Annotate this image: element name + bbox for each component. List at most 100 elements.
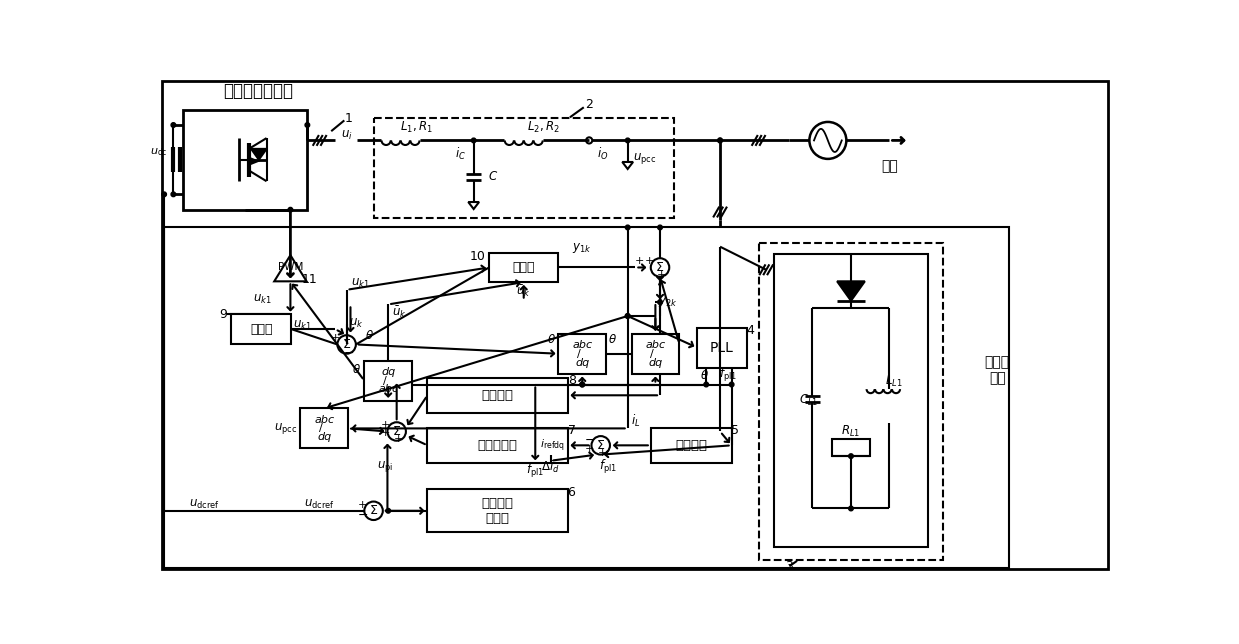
Text: +: + [394, 434, 403, 444]
Circle shape [626, 225, 629, 230]
Text: θ: θ [610, 334, 617, 346]
Text: 9: 9 [219, 308, 227, 321]
Text: $C_{L1}$: $C_{L1}$ [799, 393, 818, 408]
Text: $L_1,R_1$: $L_1,R_1$ [399, 120, 432, 135]
Text: $y_{2k}$: $y_{2k}$ [658, 295, 678, 309]
Text: $\bar{u}_k$: $\bar{u}_k$ [393, 305, 408, 320]
Text: $u_{\rm pcc}$: $u_{\rm pcc}$ [633, 151, 657, 166]
Text: 谐波计算: 谐波计算 [675, 439, 707, 452]
Circle shape [849, 454, 854, 459]
Text: θ: θ [366, 328, 373, 342]
Bar [758, 243, 943, 560]
Text: $u_{\rm dcref}$: $u_{\rm dcref}$ [188, 498, 219, 511]
Text: $C$: $C$ [488, 170, 498, 183]
Text: $y_{1k}$: $y_{1k}$ [571, 242, 591, 255]
Bar [489, 253, 559, 282]
Bar [774, 254, 928, 547]
Text: 限幅器: 限幅器 [250, 323, 273, 336]
Circle shape [717, 138, 722, 143]
Text: $f_{\rm pl1}$: $f_{\rm pl1}$ [719, 366, 737, 384]
Text: 1: 1 [344, 112, 352, 126]
Circle shape [305, 123, 310, 128]
Text: $\Sigma$: $\Sigma$ [342, 338, 351, 351]
Text: θ: θ [548, 334, 555, 346]
Text: +: + [644, 256, 654, 267]
Text: 有源阻尼: 有源阻尼 [482, 389, 513, 402]
Text: +: + [358, 500, 368, 509]
Circle shape [162, 192, 166, 196]
Circle shape [704, 382, 709, 387]
Circle shape [730, 382, 733, 387]
Circle shape [471, 138, 476, 143]
Text: $u_{\rm dcref}$: $u_{\rm dcref}$ [305, 498, 335, 511]
Text: $i_O$: $i_O$ [597, 146, 608, 162]
Bar [698, 328, 747, 368]
Text: 6: 6 [567, 486, 575, 499]
Text: 8: 8 [569, 374, 576, 387]
Circle shape [626, 314, 629, 318]
Circle shape [626, 138, 629, 143]
Text: 非线性
负载: 非线性 负载 [985, 355, 1010, 385]
Text: θ: θ [701, 369, 709, 382]
Text: $R_{L1}$: $R_{L1}$ [841, 424, 861, 439]
Text: /: / [650, 348, 660, 359]
Text: +: + [331, 334, 341, 343]
Text: $f_{\rm pl1}$: $f_{\rm pl1}$ [600, 458, 617, 476]
Text: abc: abc [572, 340, 592, 350]
Text: abc: abc [315, 415, 335, 424]
Text: $\Sigma$: $\Sigma$ [369, 504, 378, 517]
Circle shape [580, 382, 585, 387]
Text: $-$: $-$ [357, 508, 368, 521]
Circle shape [717, 138, 722, 143]
Text: 5: 5 [731, 424, 740, 437]
Text: $u_{k1}$: $u_{k1}$ [294, 319, 312, 332]
Text: $f_{\rm pl1}$: $f_{\rm pl1}$ [527, 462, 544, 480]
Text: 电网: 电网 [881, 160, 898, 174]
Text: 有源电力滤波器: 有源电力滤波器 [223, 82, 294, 100]
Text: $L_2,R_2$: $L_2,R_2$ [527, 120, 559, 135]
Text: 电流控制器: 电流控制器 [477, 439, 518, 452]
Text: +: + [657, 270, 667, 280]
Bar [831, 439, 870, 456]
Circle shape [171, 123, 176, 128]
Bar [300, 408, 348, 448]
Text: $\Sigma$: $\Sigma$ [392, 425, 401, 438]
Text: $-$: $-$ [585, 433, 596, 446]
Polygon shape [249, 156, 260, 166]
Bar [364, 361, 413, 401]
Bar [427, 377, 567, 413]
Text: $u_{k1}$: $u_{k1}$ [351, 277, 369, 290]
Bar [182, 109, 307, 210]
Text: $-$: $-$ [343, 346, 353, 359]
Text: 11: 11 [302, 272, 317, 285]
Text: abc: abc [378, 384, 398, 395]
Polygon shape [838, 281, 865, 301]
Text: 4: 4 [746, 324, 755, 337]
Text: $\Sigma$: $\Sigma$ [655, 261, 664, 274]
Circle shape [580, 382, 585, 387]
Text: +: + [597, 448, 607, 458]
Text: PWM: PWM [278, 261, 304, 272]
Text: +: + [382, 421, 390, 430]
Circle shape [171, 192, 176, 196]
Text: $\bar{u}_k$: $\bar{u}_k$ [517, 283, 532, 299]
Text: PLL: PLL [710, 341, 733, 355]
Text: 10: 10 [470, 250, 486, 263]
Circle shape [385, 509, 390, 513]
Text: $u_k$: $u_k$ [349, 317, 364, 330]
Circle shape [849, 506, 854, 511]
Text: θ: θ [353, 363, 361, 376]
Text: +: + [585, 444, 595, 454]
Text: $u_i$: $u_i$ [341, 129, 352, 142]
Text: $u_{k1}$: $u_{k1}$ [253, 292, 273, 306]
Text: abc: abc [646, 340, 665, 350]
Bar [559, 334, 606, 374]
Text: $u_{\rm pi}$: $u_{\rm pi}$ [377, 459, 393, 475]
Text: /: / [318, 423, 330, 433]
Text: 3: 3 [786, 560, 793, 573]
Bar [427, 489, 567, 533]
Text: /: / [383, 375, 394, 386]
Text: dq: dq [575, 357, 590, 368]
Text: dq: dq [648, 357, 663, 368]
Text: dq: dq [382, 367, 395, 377]
